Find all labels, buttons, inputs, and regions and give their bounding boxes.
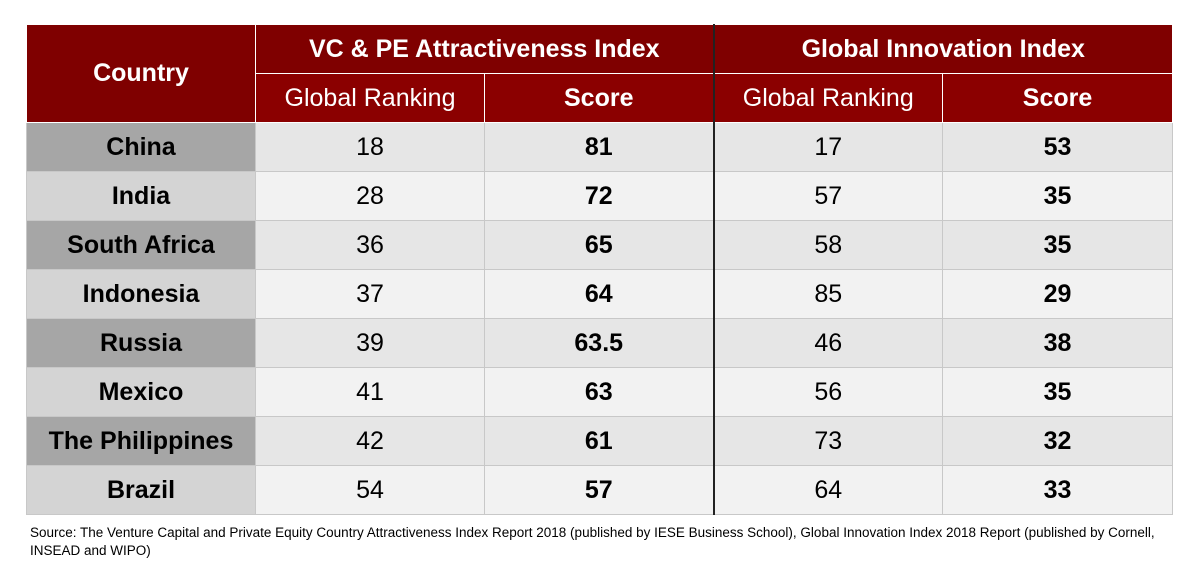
table-row: India 28 72 57 35 bbox=[26, 171, 1174, 221]
vc-score-cell: 63 bbox=[484, 367, 714, 417]
gii-score-cell: 33 bbox=[941, 465, 1174, 515]
table-row: Russia 39 63.5 46 38 bbox=[26, 318, 1174, 368]
vc-rank-cell: 36 bbox=[255, 220, 485, 270]
comparison-table: Country VC & PE Attractiveness Index Glo… bbox=[26, 24, 1174, 515]
table-row: Brazil 54 57 64 33 bbox=[26, 465, 1174, 515]
country-cell: Russia bbox=[26, 318, 256, 368]
vc-score-cell: 81 bbox=[484, 122, 714, 172]
vc-score-cell: 65 bbox=[484, 220, 714, 270]
gii-rank-header: Global Ranking bbox=[712, 73, 943, 123]
gii-rank-cell: 56 bbox=[712, 367, 943, 417]
gii-score-cell: 32 bbox=[941, 416, 1174, 466]
table-row: Indonesia 37 64 85 29 bbox=[26, 269, 1174, 319]
global-innovation-index-header: Global Innovation Index bbox=[712, 24, 1174, 74]
table-body: China 18 81 17 53 India 28 72 57 35 South Africa 36… bbox=[26, 122, 1174, 515]
country-cell: India bbox=[26, 171, 256, 221]
country-cell: South Africa bbox=[26, 220, 256, 270]
vc-rank-cell: 18 bbox=[255, 122, 485, 172]
gii-score-cell: 38 bbox=[941, 318, 1174, 368]
vc-pe-index-header: VC & PE Attractiveness Index bbox=[255, 24, 714, 74]
comparison-table-container: Country VC & PE Attractiveness Index Glo… bbox=[26, 24, 1174, 515]
country-cell: The Philippines bbox=[26, 416, 256, 466]
table-row: Mexico 41 63 56 35 bbox=[26, 367, 1174, 417]
vc-rank-cell: 41 bbox=[255, 367, 485, 417]
vc-rank-cell: 42 bbox=[255, 416, 485, 466]
gii-rank-cell: 57 bbox=[712, 171, 943, 221]
vc-score-cell: 61 bbox=[484, 416, 714, 466]
country-cell: Indonesia bbox=[26, 269, 256, 319]
country-column-header: Country bbox=[26, 24, 256, 123]
gii-score-header: Score bbox=[941, 73, 1174, 123]
gii-score-cell: 53 bbox=[941, 122, 1174, 172]
gii-score-cell: 35 bbox=[941, 367, 1174, 417]
vc-score-header: Score bbox=[484, 73, 714, 123]
gii-score-cell: 35 bbox=[941, 220, 1174, 270]
table-row: South Africa 36 65 58 35 bbox=[26, 220, 1174, 270]
table-row: China 18 81 17 53 bbox=[26, 122, 1174, 172]
gii-rank-cell: 73 bbox=[712, 416, 943, 466]
vc-score-cell: 72 bbox=[484, 171, 714, 221]
gii-rank-cell: 85 bbox=[712, 269, 943, 319]
vc-rank-cell: 39 bbox=[255, 318, 485, 368]
vc-score-cell: 57 bbox=[484, 465, 714, 515]
gii-rank-cell: 58 bbox=[712, 220, 943, 270]
gii-rank-cell: 64 bbox=[712, 465, 943, 515]
country-cell: Brazil bbox=[26, 465, 256, 515]
gii-score-cell: 35 bbox=[941, 171, 1174, 221]
vc-rank-cell: 28 bbox=[255, 171, 485, 221]
header-row-subcolumns: Global Ranking Score Global Ranking Scor… bbox=[27, 73, 1174, 123]
vc-score-cell: 63.5 bbox=[484, 318, 714, 368]
vc-score-cell: 64 bbox=[484, 269, 714, 319]
header-row-groups: Country VC & PE Attractiveness Index Glo… bbox=[26, 24, 1174, 123]
country-cell: Mexico bbox=[26, 367, 256, 417]
vc-rank-cell: 54 bbox=[255, 465, 485, 515]
source-note: Source: The Venture Capital and Private … bbox=[30, 525, 1155, 558]
table-row: The Philippines 42 61 73 32 bbox=[26, 416, 1174, 466]
country-cell: China bbox=[26, 122, 256, 172]
gii-rank-cell: 17 bbox=[712, 122, 943, 172]
gii-rank-cell: 46 bbox=[712, 318, 943, 368]
gii-score-cell: 29 bbox=[941, 269, 1174, 319]
vc-rank-header: Global Ranking bbox=[255, 73, 485, 123]
vc-rank-cell: 37 bbox=[255, 269, 485, 319]
